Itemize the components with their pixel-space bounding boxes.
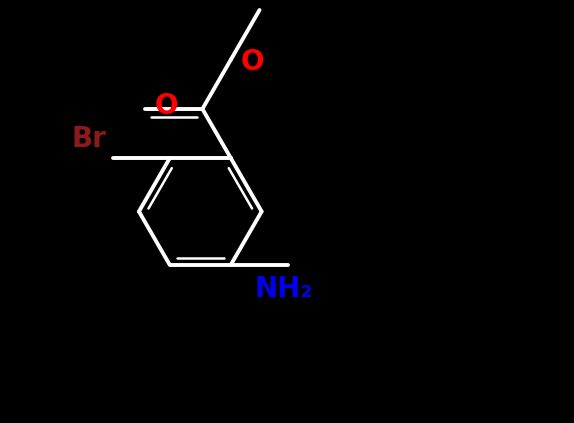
Text: NH₂: NH₂ xyxy=(255,275,313,303)
Text: O: O xyxy=(241,48,264,76)
Text: Br: Br xyxy=(71,125,106,153)
Text: O: O xyxy=(154,91,178,120)
